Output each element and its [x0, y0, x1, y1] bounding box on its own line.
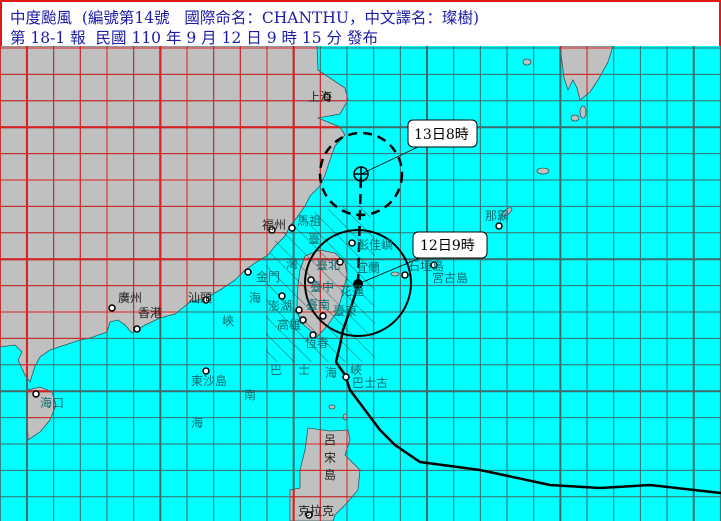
label-naha: 那霸	[485, 209, 509, 223]
island	[342, 413, 348, 421]
city-marker-icon	[202, 367, 210, 375]
city-marker-icon	[430, 261, 438, 269]
city-marker-icon	[495, 222, 503, 230]
bulletin-title: 中度颱風 (編號第14號 國際命名：CHANTHU，中文譯名：璨樹)	[10, 9, 480, 27]
city-marker-icon	[309, 331, 317, 339]
island	[536, 167, 550, 175]
city-marker-icon	[348, 239, 356, 247]
land-china	[0, 46, 349, 383]
forecast-radius-circle	[318, 131, 404, 217]
city-marker-icon	[108, 304, 116, 312]
label-taiwan-strait: 海	[249, 290, 261, 305]
label-bashi-channel: 峽	[350, 363, 362, 377]
label-bashi-channel: 巴	[270, 363, 282, 377]
city-marker-icon	[133, 325, 141, 333]
current-time-box	[412, 231, 488, 259]
warning-area	[266, 205, 375, 362]
storm-radius-circle	[304, 229, 412, 337]
label-south-china-sea: 海	[191, 415, 203, 430]
land-areas	[0, 46, 614, 521]
city-markers	[32, 93, 503, 519]
label-kinmen: 金門	[256, 269, 280, 284]
city-marker-icon	[32, 390, 40, 398]
forecast-time-box	[407, 119, 478, 148]
label-taichung: 臺中	[310, 279, 334, 294]
city-marker-icon	[202, 296, 210, 304]
current-time-label: 12日9時	[420, 238, 475, 254]
label-tainan: 臺南	[306, 297, 330, 312]
island-ishigaki	[390, 271, 400, 277]
label-pengjia: 彭佳嶼	[357, 238, 393, 252]
label-guangzhou: 廣州	[118, 291, 142, 305]
label-shantou: 汕頭	[188, 291, 212, 305]
label-basco: 巴士古	[352, 375, 388, 390]
label-luzon: 呂	[324, 433, 336, 447]
label-hualien: 花蓮	[340, 283, 364, 298]
bulletin-issue-time: 第 18-1 報 民國 110 年 9 月 12 日 9 時 15 分 發布	[10, 29, 378, 47]
label-haikou: 海口	[40, 395, 64, 410]
city-marker-icon	[244, 268, 252, 276]
label-clark: 克拉克	[298, 503, 334, 518]
city-marker-icon	[336, 258, 344, 266]
place-labels: 上海 福州 馬祖 彭佳嶼 臺北 宜蘭 金門 澎湖 臺中 花蓮 臺南 高雄 臺東 …	[40, 89, 509, 518]
land-kyushu	[559, 46, 614, 101]
land-luzon	[289, 427, 361, 521]
city-marker-icon	[319, 312, 327, 320]
label-south-china-sea: 南	[244, 387, 256, 402]
label-luzon: 宋	[324, 450, 336, 465]
label-taiwan-strait: 灣	[286, 257, 298, 271]
city-marker-icon	[401, 271, 409, 279]
city-marker-icon	[342, 373, 350, 381]
label-hengchun: 恆春	[305, 336, 329, 350]
label-miyako: 宮古島	[432, 270, 468, 285]
label-bashi-channel: 士	[298, 363, 310, 377]
track-map: 13日8時 12日9時 上海 福州 馬祖 彭佳嶼 臺北 宜蘭 金門 澎湖 臺中 …	[0, 46, 721, 521]
label-dongsha: 東沙島	[191, 373, 227, 388]
city-marker-icon	[305, 511, 313, 519]
label-penghu: 澎湖	[268, 298, 292, 313]
forecast-leader	[360, 145, 421, 175]
label-yilan: 宜蘭	[356, 260, 380, 275]
forecast-track	[356, 173, 363, 285]
label-taitung: 臺東	[333, 303, 357, 318]
label-bashi-channel: 海	[325, 365, 337, 380]
label-fuzhou: 福州	[262, 217, 286, 232]
current-leader	[357, 257, 421, 285]
city-marker-icon	[299, 316, 307, 324]
bulletin-header: 中度颱風 (編號第14號 國際命名：CHANTHU，中文譯名：璨樹) 第 18-…	[0, 0, 721, 47]
city-marker-icon	[278, 292, 286, 300]
label-ishigaki: 石垣島	[408, 258, 444, 273]
label-shanghai: 上海	[308, 89, 332, 104]
city-marker-icon	[307, 276, 315, 284]
island	[579, 105, 587, 119]
label-matsu: 馬祖	[297, 213, 321, 228]
label-taipei: 臺北	[316, 257, 340, 272]
city-marker-icon	[295, 306, 303, 314]
label-hongkong: 香港	[138, 306, 162, 320]
city-marker-icon	[323, 93, 331, 101]
label-taiwan-strait: 臺	[308, 231, 320, 246]
city-marker-icon	[288, 224, 296, 232]
label-kaohsiung: 高雄	[277, 317, 301, 332]
past-track	[334, 283, 721, 495]
island	[522, 58, 532, 66]
island	[328, 404, 336, 410]
island	[570, 114, 580, 122]
forecast-time-label: 13日8時	[414, 127, 469, 143]
label-luzon: 島	[324, 467, 336, 482]
city-marker-icon	[268, 226, 276, 234]
label-taiwan-strait: 峽	[222, 314, 234, 328]
